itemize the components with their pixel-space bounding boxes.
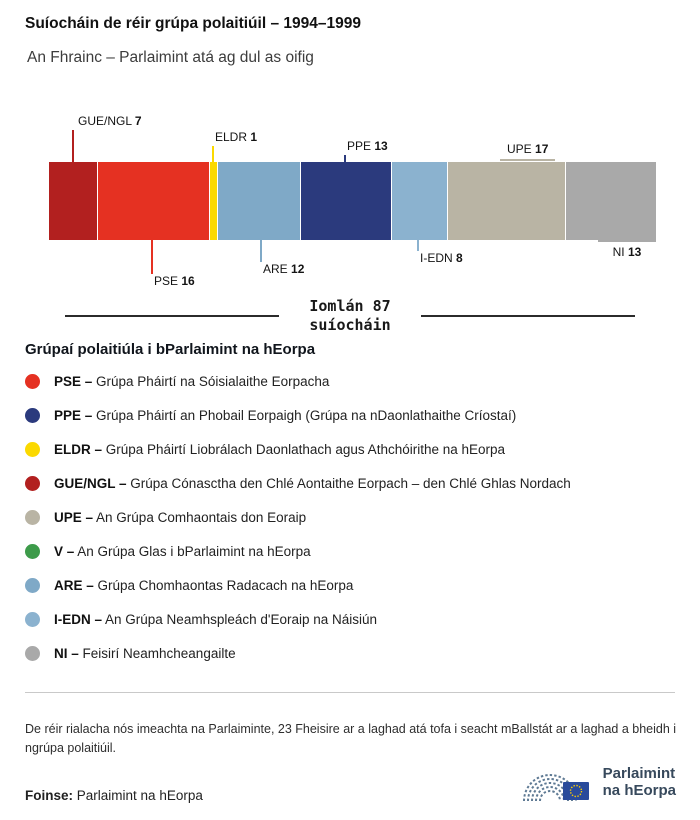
legend-item-label: GUE/NGL – Grúpa Cónasctha den Chlé Aonta… bbox=[54, 475, 571, 491]
source-text: Parlaimint na hEorpa bbox=[76, 788, 203, 803]
legend-color-dot bbox=[25, 543, 40, 559]
legend-item-v: V – An Grúpa Glas i bParlaimint na hEorp… bbox=[25, 534, 675, 568]
legend-item-label: ARE – Grúpa Chomhaontas Radacach na hEor… bbox=[54, 577, 354, 593]
callout-eldr: ELDR 1 bbox=[212, 130, 258, 162]
callout-value: 17 bbox=[535, 142, 549, 156]
source: Foinse: Parlaimint na hEorpa bbox=[25, 788, 203, 803]
ep-logo-line2: na hEorpa bbox=[602, 782, 676, 799]
bar-segment-eldr bbox=[208, 162, 217, 240]
legend-item-eldr: ELDR – Grúpa Pháirtí Liobrálach Daonlath… bbox=[25, 432, 675, 466]
legend-item-are: ARE – Grúpa Chomhaontas Radacach na hEor… bbox=[25, 568, 675, 602]
callout-leader-line bbox=[260, 240, 262, 262]
legend-item-ppe: PPE – Grúpa Pháirtí an Phobail Eorpaigh … bbox=[25, 398, 675, 432]
ep-logo-line1: Parlaimint bbox=[602, 764, 676, 782]
legend-item-label: NI – Feisirí Neamhcheangailte bbox=[54, 645, 236, 661]
legend-item-label: PSE – Grúpa Pháirtí na Sóisialaithe Eorp… bbox=[54, 373, 330, 389]
footnote: De réir rialacha nós imeachta na Parlaim… bbox=[25, 721, 677, 755]
callout-code: GUE/NGL bbox=[78, 114, 132, 128]
callout-value: 13 bbox=[627, 245, 642, 259]
legend-item-label: I-EDN – An Grúpa Neamhspleách d'Eoraip n… bbox=[54, 611, 378, 627]
callout-code: I-EDN bbox=[420, 251, 453, 265]
legend-list: PSE – Grúpa Pháirtí na Sóisialaithe Eorp… bbox=[25, 364, 675, 670]
callout-ppe: PPE 13 bbox=[344, 139, 388, 162]
callout-value: 12 bbox=[291, 262, 305, 276]
bar-segment-are bbox=[216, 162, 301, 240]
total-seats: Iomlán 87 suíocháin bbox=[65, 296, 635, 336]
callout-value: 8 bbox=[456, 251, 463, 265]
legend-color-dot bbox=[25, 373, 40, 389]
legend-item-label: V – An Grúpa Glas i bParlaimint na hEorp… bbox=[54, 543, 311, 559]
callout-leader-line bbox=[151, 240, 153, 274]
legend-color-dot bbox=[25, 475, 40, 491]
callout-value: 7 bbox=[134, 114, 142, 128]
legend-item-gue-ngl: GUE/NGL – Grúpa Cónasctha den Chlé Aonta… bbox=[25, 466, 675, 500]
total-unit: suíocháin bbox=[309, 316, 391, 334]
callout-code: NI bbox=[612, 245, 625, 259]
callout-i-edn: I-EDN 8 bbox=[417, 240, 463, 265]
callout-leader-line bbox=[212, 146, 214, 162]
callout-upe: UPE 17 bbox=[500, 142, 556, 161]
legend-item-ni: NI – Feisirí Neamhcheangailte bbox=[25, 636, 675, 670]
callout-code: ARE bbox=[263, 262, 288, 276]
bar-segment-ppe bbox=[300, 162, 391, 240]
legend-title: Grúpaí polaitiúla i bParlaimint na hEorp… bbox=[25, 341, 316, 358]
callout-ni: NI 13 bbox=[598, 240, 656, 259]
source-label: Foinse: bbox=[25, 788, 74, 803]
legend-color-dot bbox=[25, 577, 40, 593]
legend-item-label: PPE – Grúpa Pháirtí an Phobail Eorpaigh … bbox=[54, 407, 517, 423]
ep-logo-wordmark: Parlaimint na hEorpa bbox=[603, 765, 676, 800]
legend-item-upe: UPE – An Grúpa Comhaontais don Eoraip bbox=[25, 500, 675, 534]
legend-item-i-edn: I-EDN – An Grúpa Neamhspleách d'Eoraip n… bbox=[25, 602, 675, 636]
stacked-bar bbox=[49, 162, 656, 240]
legend-color-dot bbox=[25, 611, 40, 627]
legend-color-dot bbox=[25, 645, 40, 661]
callout-gue-ngl: GUE/NGL 7 bbox=[72, 114, 142, 162]
total-rule-left bbox=[65, 315, 280, 317]
callout-code: PPE bbox=[347, 139, 372, 153]
bar-segment-upe bbox=[447, 162, 566, 240]
callout-leader-line bbox=[417, 240, 419, 251]
page-subtitle: An Fhrainc – Parlaimint atá ag dul as oi… bbox=[27, 49, 314, 66]
callout-code: PSE bbox=[154, 274, 179, 288]
legend-color-dot bbox=[25, 509, 40, 525]
legend-item-pse: PSE – Grúpa Pháirtí na Sóisialaithe Eorp… bbox=[25, 364, 675, 398]
callout-value: 16 bbox=[181, 274, 195, 288]
total-count: Iomlán 87 bbox=[309, 296, 391, 315]
callout-value: 1 bbox=[250, 130, 258, 144]
callout-value: 13 bbox=[374, 139, 388, 153]
bar-segment-gue-ngl bbox=[49, 162, 98, 240]
divider-line bbox=[25, 692, 675, 693]
ep-hemicycle-flag-icon bbox=[522, 774, 589, 802]
bar-segment-pse bbox=[97, 162, 209, 240]
callout-are: ARE 12 bbox=[260, 240, 305, 276]
seat-chart: GUE/NGL 7 ELDR 1 PPE 13 UPE 17 PSE 16 AR… bbox=[0, 110, 700, 400]
legend-color-dot bbox=[25, 407, 40, 423]
callout-pse: PSE 16 bbox=[151, 240, 195, 288]
callout-leader-line bbox=[344, 155, 346, 162]
legend-item-label: UPE – An Grúpa Comhaontais don Eoraip bbox=[54, 509, 307, 525]
ep-logo[interactable]: Parlaimint na hEorpa bbox=[522, 759, 676, 805]
bar-segment-ni bbox=[565, 162, 656, 240]
page-title: Suíocháin de réir grúpa polaitiúil – 199… bbox=[25, 15, 361, 32]
callout-code: ELDR bbox=[215, 130, 248, 144]
eu-flag-icon bbox=[562, 782, 589, 800]
legend-color-dot bbox=[25, 441, 40, 457]
callout-leader-line bbox=[72, 130, 74, 162]
bar-segment-i-edn bbox=[390, 162, 448, 240]
total-label: Iomlán 87 suíocháin bbox=[309, 297, 390, 336]
total-rule-right bbox=[420, 315, 635, 317]
callout-code: UPE bbox=[507, 142, 532, 156]
legend-item-label: ELDR – Grúpa Pháirtí Liobrálach Daonlath… bbox=[54, 441, 506, 457]
